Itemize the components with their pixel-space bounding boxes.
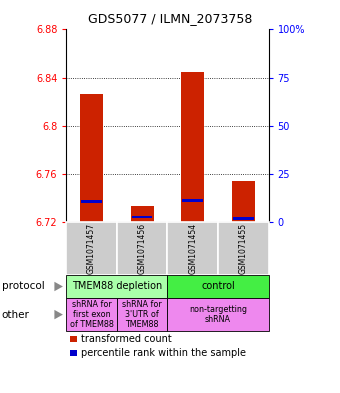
Bar: [132, 216, 152, 219]
Text: GSM1071456: GSM1071456: [138, 223, 147, 274]
Text: shRNA for
3'UTR of
TMEM88: shRNA for 3'UTR of TMEM88: [122, 300, 162, 329]
Text: other: other: [2, 310, 30, 320]
Text: GDS5077 / ILMN_2073758: GDS5077 / ILMN_2073758: [88, 12, 252, 25]
Text: shRNA for
first exon
of TMEM88: shRNA for first exon of TMEM88: [70, 300, 114, 329]
Text: GSM1071457: GSM1071457: [87, 223, 96, 274]
Bar: [233, 217, 254, 220]
Text: TMEM88 depletion: TMEM88 depletion: [72, 281, 162, 292]
Bar: [183, 199, 203, 202]
Text: GSM1071454: GSM1071454: [188, 223, 197, 274]
Text: percentile rank within the sample: percentile rank within the sample: [81, 348, 246, 358]
Text: protocol: protocol: [2, 281, 45, 292]
Text: transformed count: transformed count: [81, 334, 172, 344]
Bar: [81, 200, 102, 203]
Text: GSM1071455: GSM1071455: [239, 223, 248, 274]
Text: control: control: [201, 281, 235, 292]
Bar: [131, 206, 154, 222]
Bar: [181, 72, 204, 222]
Text: non-targetting
shRNA: non-targetting shRNA: [189, 305, 247, 324]
Bar: [80, 94, 103, 222]
Bar: [232, 181, 255, 222]
